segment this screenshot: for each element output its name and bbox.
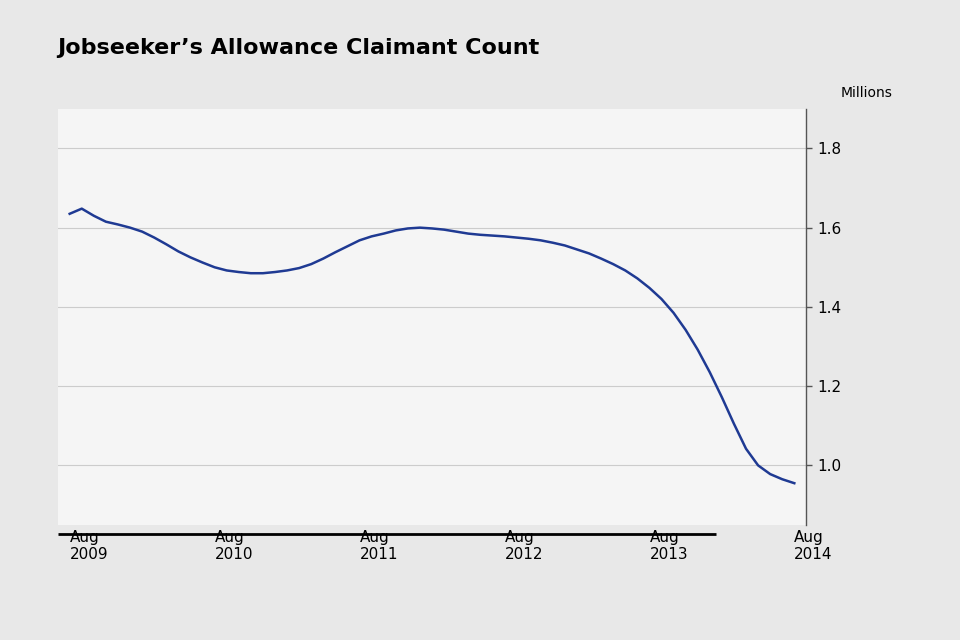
Text: Millions: Millions [841,86,893,100]
Text: Jobseeker’s Allowance Claimant Count: Jobseeker’s Allowance Claimant Count [58,38,540,58]
